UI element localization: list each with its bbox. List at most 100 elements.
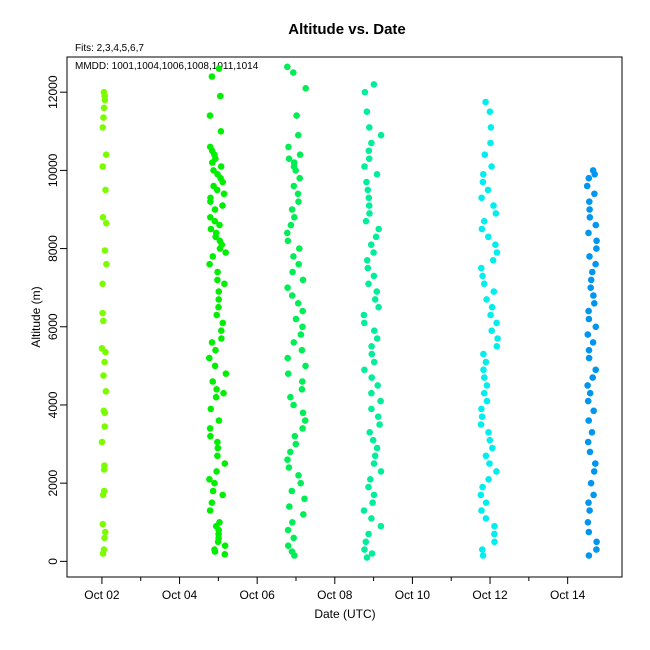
data-point [586, 507, 593, 514]
data-point [584, 331, 592, 338]
data-point [361, 366, 368, 374]
series-5-points [477, 98, 501, 559]
data-point [592, 323, 600, 331]
data-point [488, 163, 495, 170]
data-point [291, 214, 298, 221]
data-point [586, 206, 593, 213]
data-point [493, 468, 500, 475]
x-tick-label: Oct 14 [550, 588, 586, 602]
data-point [477, 491, 485, 499]
data-point [214, 276, 221, 284]
data-point [481, 151, 489, 158]
data-point [102, 186, 109, 194]
data-point [366, 124, 373, 131]
x-tick-label: Oct 02 [84, 588, 120, 602]
data-point [206, 507, 214, 514]
data-point [211, 206, 219, 213]
data-point [587, 479, 595, 487]
data-point [592, 260, 599, 268]
data-point [206, 354, 213, 362]
data-point [592, 460, 599, 467]
data-point [284, 237, 292, 245]
data-point [584, 397, 592, 405]
data-point [99, 280, 106, 288]
data-point [363, 178, 370, 186]
data-point [221, 551, 229, 558]
data-point [371, 327, 378, 335]
data-point [301, 495, 308, 503]
data-point [374, 413, 382, 421]
data-point [211, 362, 219, 370]
data-point [299, 425, 306, 432]
data-point [209, 487, 217, 495]
data-point [214, 268, 221, 276]
data-point [361, 163, 368, 170]
data-point [213, 311, 220, 319]
data-point [215, 296, 222, 303]
data-point [214, 444, 222, 452]
data-point [371, 452, 379, 460]
data-point [483, 397, 491, 405]
data-point [211, 217, 219, 225]
data-point [219, 319, 227, 327]
data-point [295, 472, 302, 479]
y-tick-label: 12000 [46, 75, 60, 109]
y-tick-label: 10000 [46, 153, 60, 187]
data-point [207, 432, 214, 440]
data-point [590, 468, 598, 475]
data-point [478, 225, 486, 233]
data-point [479, 546, 486, 553]
data-point [206, 112, 214, 119]
data-point [590, 292, 597, 299]
data-point [480, 280, 488, 288]
data-point [585, 528, 593, 536]
data-point [493, 343, 501, 350]
data-point [370, 249, 377, 256]
data-point [285, 155, 293, 162]
data-point [585, 315, 593, 323]
data-point [365, 194, 373, 202]
data-point [368, 343, 375, 350]
data-point [372, 233, 380, 241]
data-point [212, 229, 220, 237]
data-point [363, 554, 371, 561]
data-point [101, 423, 108, 430]
data-point [478, 194, 485, 202]
data-point [367, 476, 374, 483]
data-point [100, 407, 108, 415]
data-point [100, 317, 107, 325]
data-point [222, 249, 229, 256]
data-point [373, 335, 381, 342]
data-point [295, 131, 302, 139]
data-point [217, 163, 225, 170]
data-point [297, 331, 305, 338]
data-point [284, 542, 292, 549]
data-point [214, 452, 221, 460]
data-point [216, 237, 224, 245]
data-point [290, 69, 297, 76]
data-point [299, 276, 307, 284]
data-point [493, 319, 500, 327]
data-point [284, 229, 291, 237]
y-tick-label: 6000 [46, 313, 60, 340]
data-point [368, 139, 375, 147]
data-point [491, 530, 498, 538]
data-point [288, 548, 296, 555]
data-point [369, 499, 376, 507]
data-point [214, 438, 221, 446]
data-point [485, 429, 492, 436]
data-point [295, 198, 302, 205]
data-point [298, 346, 306, 354]
data-point [377, 397, 384, 405]
data-point [486, 460, 493, 467]
data-point [100, 104, 108, 112]
data-point [299, 378, 306, 385]
data-point [374, 382, 382, 389]
data-point [218, 335, 225, 342]
chart-annotation: MMDD: 1001,1004,1006,1008,1011,1014 [75, 61, 259, 72]
data-point [484, 186, 492, 194]
data-point [285, 464, 293, 471]
y-tick-label: 2000 [46, 469, 60, 496]
data-point [294, 190, 302, 198]
x-tick-label: Oct 12 [472, 588, 508, 602]
